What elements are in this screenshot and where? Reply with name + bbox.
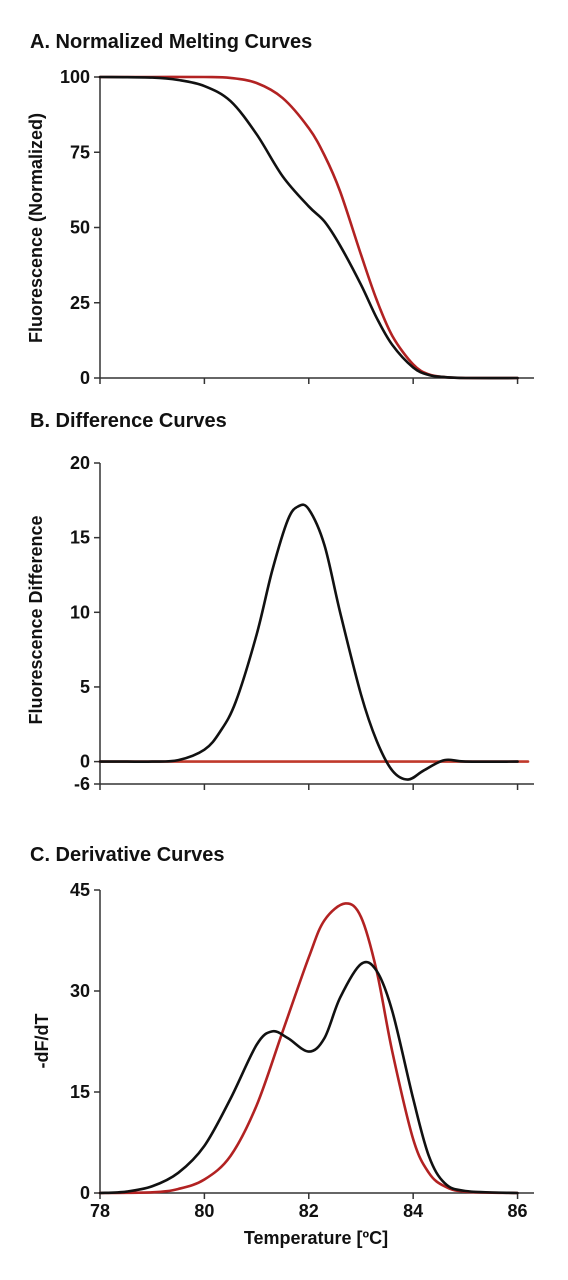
panel-c-red-curve [98, 902, 519, 1195]
panel-c-y-tick-label: 45 [70, 880, 90, 900]
panel-a-red-curve [98, 75, 519, 380]
panel-a-y-tick-label: 25 [70, 293, 90, 313]
panel-c-y-tick-label: 0 [80, 1183, 90, 1203]
panel-c-x-tick-label: 84 [403, 1201, 423, 1221]
panel-a-y-axis-label: Fluorescence (Normalized) [26, 113, 46, 343]
panel-a-y-tick-label: 75 [70, 142, 90, 162]
panel-b-y-tick-label: -6 [74, 774, 90, 794]
panel-b-y-tick-label: 0 [80, 752, 90, 772]
panel-b-y-axis-label: Fluorescence Difference [26, 515, 46, 724]
panel-c-title: C. Derivative Curves [30, 844, 225, 866]
panel-c-x-tick-label: 86 [508, 1201, 528, 1221]
panel-a-y-tick-label: 100 [60, 67, 90, 87]
panel-a-title: A. Normalized Melting Curves [30, 31, 312, 53]
panel-a-y-tick-label: 0 [80, 368, 90, 388]
panel-c-x-axis-label: Temperature [ºC] [244, 1228, 388, 1248]
panel-b-y-tick-label: 10 [70, 602, 90, 622]
panel-c-black-curve [98, 960, 519, 1195]
panel-c-y-tick-label: 30 [70, 981, 90, 1001]
panel-c-y-axis-label: -dF/dT [32, 1014, 52, 1069]
panel-c-x-tick-label: 80 [194, 1201, 214, 1221]
panel-b-black-curve [98, 503, 519, 781]
panel-a-y-tick-label: 50 [70, 218, 90, 238]
panel-b-y-tick-label: 15 [70, 528, 90, 548]
panel-c-y-tick-label: 15 [70, 1082, 90, 1102]
panel-b-title: B. Difference Curves [30, 410, 227, 432]
panel-c-derivative: C. Derivative Curves -dF/dT Temperature … [30, 844, 534, 1248]
panel-b-y-tick-label: 5 [80, 677, 90, 697]
panel-a-black-curve [98, 75, 519, 380]
panel-c-x-tick-label: 82 [299, 1201, 319, 1221]
panel-c-x-tick-label: 78 [90, 1201, 110, 1221]
panel-b-y-tick-label: 20 [70, 453, 90, 473]
panel-a-normalized-melting: A. Normalized Melting Curves Fluorescenc… [26, 31, 534, 388]
panel-b-difference: B. Difference Curves Fluorescence Differ… [26, 410, 534, 794]
